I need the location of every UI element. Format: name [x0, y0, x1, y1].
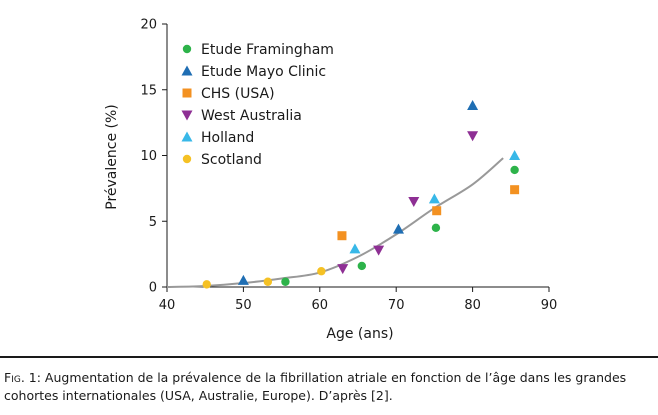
legend-marker — [181, 110, 193, 121]
legend-label: West Australia — [201, 108, 302, 124]
trend-line — [166, 157, 504, 288]
legend-label: Scotland — [201, 152, 262, 168]
x-tick-label: 50 — [235, 298, 252, 313]
legend-label: Holland — [201, 130, 254, 146]
data-point — [467, 131, 479, 142]
legend-marker — [181, 65, 193, 76]
legend: Etude Framingham Etude Mayo Clinic CHS (US… — [181, 42, 334, 168]
legend-marker — [182, 44, 192, 54]
data-point — [431, 223, 441, 233]
data-point — [428, 193, 440, 204]
data-point — [337, 264, 349, 275]
y-tick-label: 10 — [140, 149, 157, 164]
data-point — [408, 197, 420, 208]
data-point — [392, 223, 404, 234]
data-point — [373, 245, 385, 256]
data-point — [510, 185, 520, 195]
caption-label: Fig. 1: — [4, 370, 41, 385]
legend-marker — [182, 88, 192, 98]
legend-label: Etude Mayo Clinic — [201, 64, 326, 80]
x-tick-label: 60 — [312, 298, 329, 313]
caption-text: Augmentation de la prévalence de la fibr… — [4, 370, 627, 403]
figure-caption: Fig. 1: Augmentation de la prévalence de… — [4, 369, 654, 405]
data-point — [467, 100, 479, 111]
data-point — [337, 231, 347, 241]
data-point — [509, 150, 521, 160]
data-point — [357, 261, 367, 271]
x-axis-label: Age (ans) — [326, 326, 393, 342]
x-tick-label: 90 — [541, 298, 558, 313]
legend-label: Etude Framingham — [201, 42, 334, 58]
x-tick-label: 80 — [464, 298, 481, 313]
y-tick-label: 15 — [140, 83, 157, 98]
y-tick-label: 5 — [149, 215, 157, 230]
data-point — [349, 243, 361, 254]
data-points — [202, 100, 521, 289]
data-point — [510, 165, 519, 175]
data-point — [263, 277, 273, 286]
x-tick-label: 40 — [159, 298, 176, 313]
legend-marker — [182, 154, 192, 164]
y-axis-label: Prévalence (%) — [104, 104, 120, 210]
data-point — [202, 280, 211, 289]
data-point — [281, 277, 290, 286]
axes — [162, 23, 550, 292]
legend-marker — [181, 131, 193, 142]
legend-label: CHS (USA) — [201, 86, 275, 102]
data-point — [317, 267, 326, 276]
trend-line-group — [166, 157, 504, 288]
data-point — [237, 274, 249, 285]
tick-labels: 40 50 60 70 80 90 0 5 10 15 20 — [140, 18, 557, 314]
y-tick-label: 0 — [149, 281, 157, 296]
x-tick-label: 70 — [388, 298, 405, 313]
y-tick-label: 20 — [140, 18, 157, 33]
data-point — [432, 206, 442, 216]
caption-divider — [0, 356, 658, 358]
